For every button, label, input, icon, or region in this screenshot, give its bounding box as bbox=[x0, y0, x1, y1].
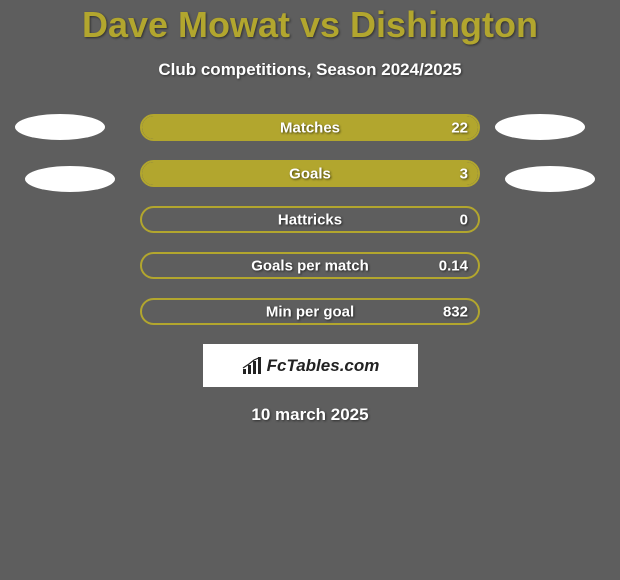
stat-value: 832 bbox=[443, 303, 468, 320]
stat-bar: Hattricks 0 bbox=[140, 206, 480, 233]
stat-value: 0 bbox=[460, 211, 468, 228]
logo-text: FcTables.com bbox=[267, 356, 380, 376]
stat-label: Hattricks bbox=[278, 211, 342, 228]
page-title: Dave Mowat vs Dishington bbox=[0, 0, 620, 46]
stat-bar: Goals 3 bbox=[140, 160, 480, 187]
date-label: 10 march 2025 bbox=[0, 405, 620, 425]
stats-container: Matches 22 Goals 3 Hattricks 0 Goals per match… bbox=[0, 114, 620, 325]
stat-value: 3 bbox=[460, 165, 468, 182]
stat-label: Goals per match bbox=[251, 257, 369, 274]
stat-label: Min per goal bbox=[266, 303, 354, 320]
stat-value: 22 bbox=[451, 119, 468, 136]
decorative-ellipse bbox=[495, 114, 585, 140]
subtitle: Club competitions, Season 2024/2025 bbox=[0, 60, 620, 80]
stat-label: Matches bbox=[280, 119, 340, 136]
decorative-ellipse bbox=[15, 114, 105, 140]
stat-bar: Min per goal 832 bbox=[140, 298, 480, 325]
decorative-ellipse bbox=[25, 166, 115, 192]
decorative-ellipse bbox=[505, 166, 595, 192]
logo-box: FcTables.com bbox=[203, 344, 418, 387]
stat-bar: Matches 22 bbox=[140, 114, 480, 141]
barchart-icon bbox=[241, 357, 263, 375]
stat-bar: Goals per match 0.14 bbox=[140, 252, 480, 279]
stat-value: 0.14 bbox=[439, 257, 468, 274]
bars-list: Matches 22 Goals 3 Hattricks 0 Goals per match… bbox=[140, 114, 480, 325]
stat-label: Goals bbox=[289, 165, 331, 182]
